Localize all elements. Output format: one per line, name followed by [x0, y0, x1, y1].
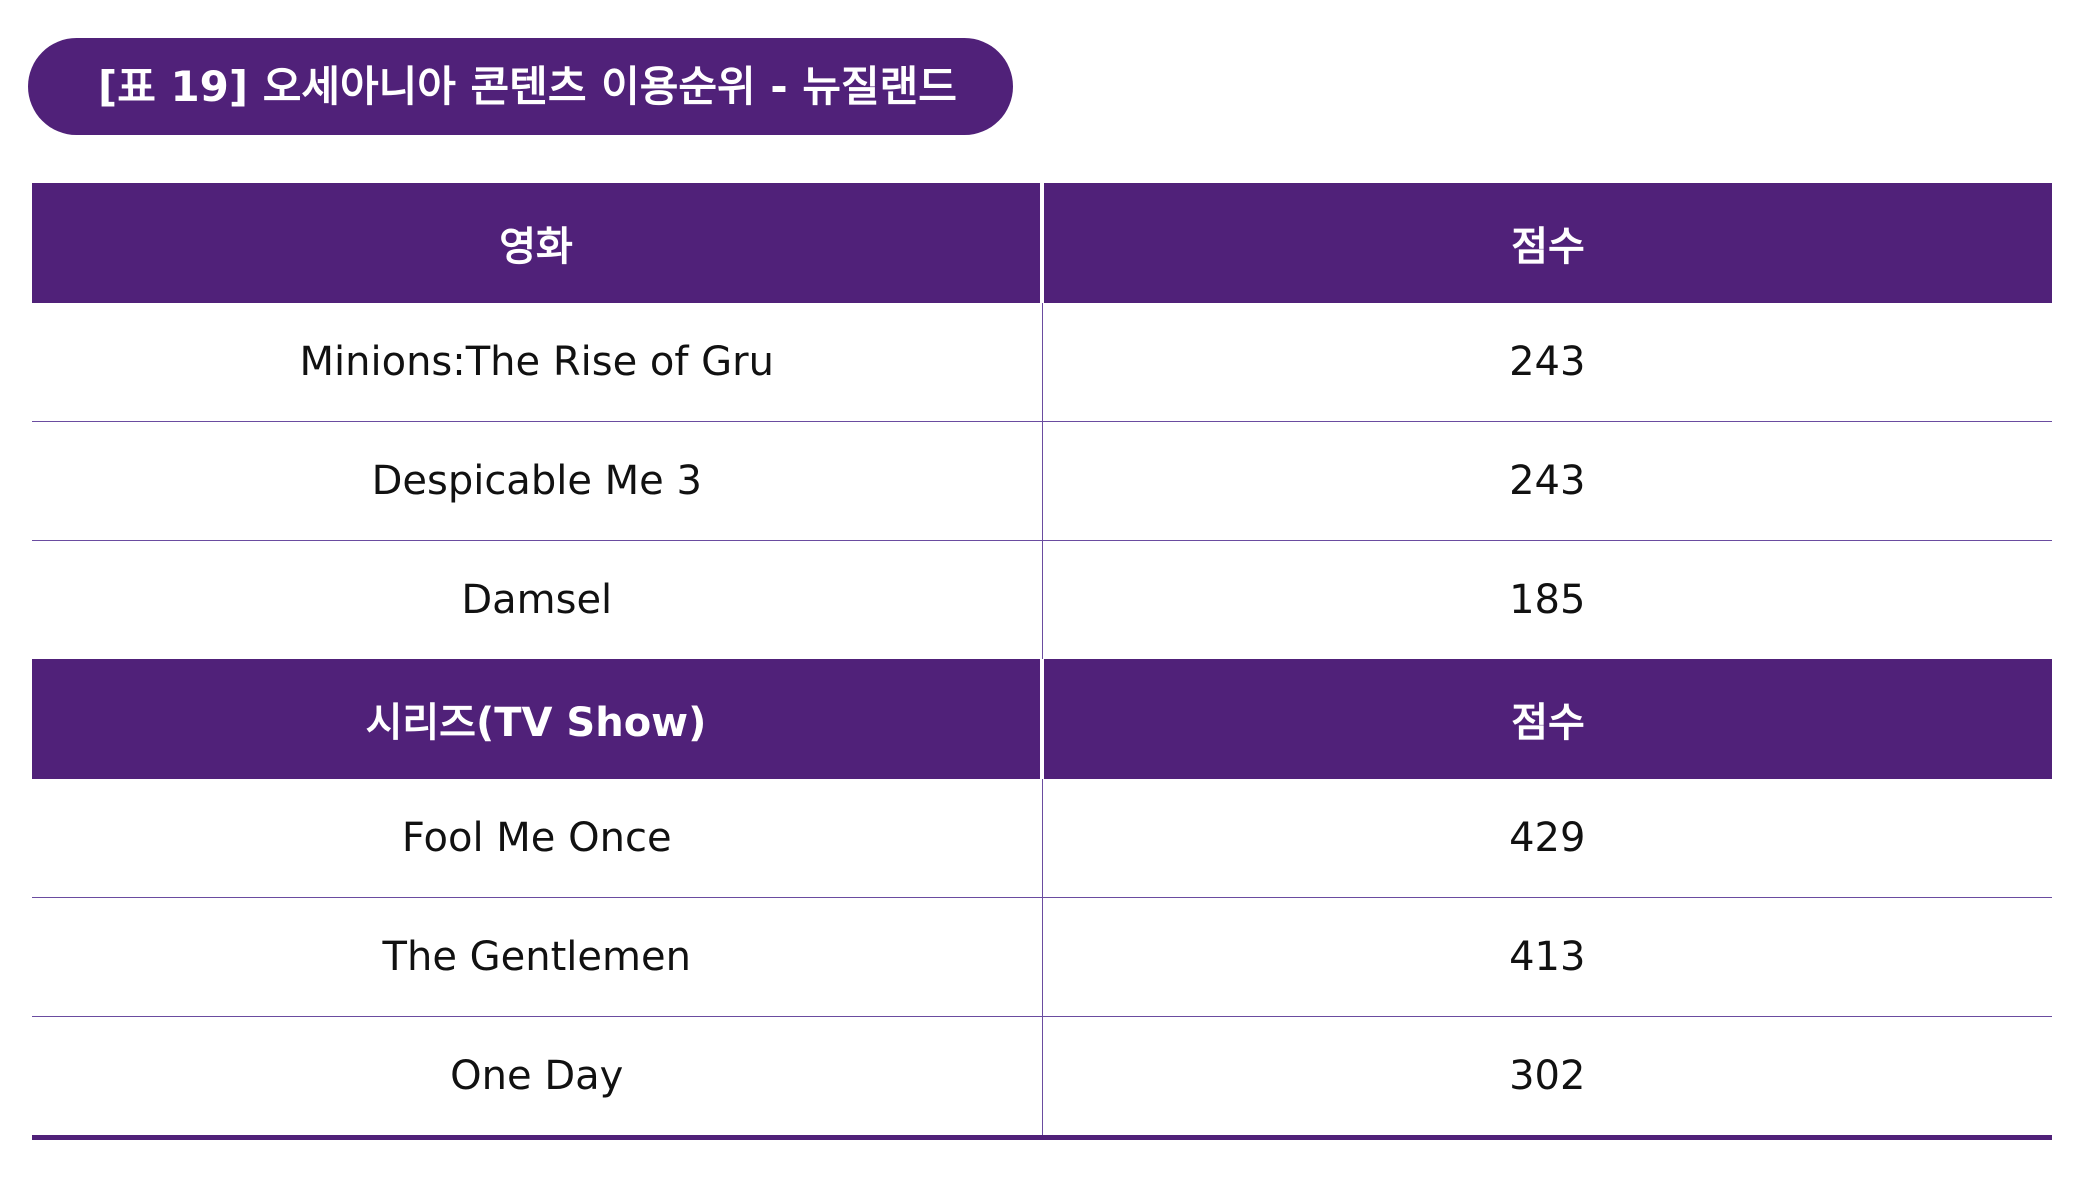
- series-name-cell: The Gentlemen: [32, 897, 1043, 1017]
- movies-header-row: 영화 점수: [32, 183, 2052, 303]
- series-score-cell: 302: [1042, 1016, 2052, 1140]
- table-row: Despicable Me 3 243: [32, 421, 2052, 541]
- series-score-cell: 429: [1042, 779, 2052, 898]
- table-row: The Gentlemen 413: [32, 897, 2052, 1017]
- table-row: Fool Me Once 429: [32, 779, 2052, 898]
- table-title: [표 19] 오세아니아 콘텐츠 이용순위 - 뉴질랜드: [28, 38, 1013, 135]
- movie-score-cell: 185: [1042, 540, 2052, 659]
- movie-name-cell: Damsel: [32, 540, 1043, 659]
- movie-score-cell: 243: [1042, 421, 2052, 541]
- series-header-name: 시리즈(TV Show): [32, 659, 1044, 779]
- series-header-score: 점수: [1042, 659, 2052, 779]
- movie-name-cell: Minions:The Rise of Gru: [32, 303, 1043, 422]
- series-header-row: 시리즈(TV Show) 점수: [32, 659, 2052, 779]
- series-name-cell: One Day: [32, 1016, 1043, 1140]
- movie-name-cell: Despicable Me 3: [32, 421, 1043, 541]
- movies-header-score: 점수: [1042, 183, 2052, 303]
- table-row: One Day 302: [32, 1016, 2052, 1140]
- table-row: Minions:The Rise of Gru 243: [32, 303, 2052, 422]
- series-score-cell: 413: [1042, 897, 2052, 1017]
- movies-header-name: 영화: [32, 183, 1044, 303]
- content-ranking-table: 영화 점수 Minions:The Rise of Gru 243 Despic…: [32, 183, 2052, 1140]
- table-row: Damsel 185: [32, 540, 2052, 659]
- movie-score-cell: 243: [1042, 303, 2052, 422]
- series-name-cell: Fool Me Once: [32, 779, 1043, 898]
